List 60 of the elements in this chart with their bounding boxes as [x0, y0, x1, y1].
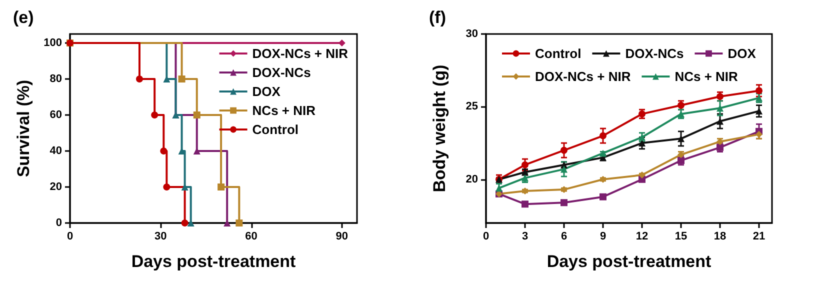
point: [218, 184, 225, 190]
x-tick-label: 90: [336, 230, 348, 242]
y-tick-label: 20: [50, 181, 62, 193]
point: [560, 166, 568, 173]
x-axis-title: Days post-treatment: [131, 252, 296, 271]
point: [678, 156, 684, 164]
y-tick-label: 25: [466, 100, 478, 113]
legend-label: DOX-NCs + NIR: [535, 69, 632, 84]
legend-label: Control: [535, 46, 582, 61]
y-tick-label: 30: [466, 28, 478, 40]
x-axis-title: Days post-treatment: [546, 252, 712, 271]
point: [163, 184, 170, 190]
y-tick-label: 100: [44, 37, 62, 49]
point: [136, 76, 143, 82]
point: [638, 110, 646, 118]
legend-label: NCs + NIR: [252, 103, 316, 118]
y-tick-label: 40: [50, 145, 62, 157]
y-tick-label: 80: [50, 73, 62, 85]
legend-label: DOX: [252, 84, 281, 99]
legend-label: NCs + NIR: [674, 69, 739, 84]
point: [236, 220, 243, 226]
x-tick-label: 60: [245, 230, 258, 242]
x-tick-label: 18: [714, 230, 726, 242]
legend-label: DOX-NCs + NIR: [252, 46, 349, 61]
point: [600, 193, 606, 200]
y-axis-title: Body weight (g): [430, 64, 449, 192]
y-tick-label: 60: [50, 109, 62, 121]
chart-title: (e): [13, 8, 34, 27]
point: [600, 132, 606, 140]
x-tick-label: 0: [482, 230, 490, 242]
point: [716, 118, 724, 125]
point: [756, 108, 762, 115]
y-tick-label: 0: [56, 217, 62, 229]
x-tick-label: 6: [560, 230, 568, 242]
x-tick-label: 12: [636, 230, 648, 242]
chart-title: (f): [429, 8, 446, 27]
x-tick-label: 0: [66, 230, 74, 242]
y-tick-label: 20: [466, 173, 478, 186]
legend-label: Control: [252, 122, 299, 137]
y-axis-title: Survival (%): [14, 80, 33, 178]
point: [716, 104, 724, 112]
point: [181, 220, 188, 226]
point: [678, 135, 684, 142]
legend-label: DOX-NCs: [625, 46, 684, 61]
point: [496, 184, 502, 192]
point: [560, 146, 568, 154]
point: [193, 112, 200, 118]
point: [160, 148, 168, 154]
x-tick-label: 3: [522, 230, 528, 242]
point: [151, 112, 158, 118]
point: [716, 144, 724, 151]
legend-label: DOX: [728, 46, 756, 61]
x-tick-label: 21: [752, 230, 766, 242]
x-tick-label: 9: [600, 230, 606, 242]
x-tick-label: 15: [674, 230, 688, 242]
x-tick-label: 30: [154, 230, 167, 242]
point: [560, 199, 568, 206]
legend-label: DOX-NCs: [252, 65, 311, 80]
point: [178, 76, 186, 82]
point: [522, 200, 528, 208]
